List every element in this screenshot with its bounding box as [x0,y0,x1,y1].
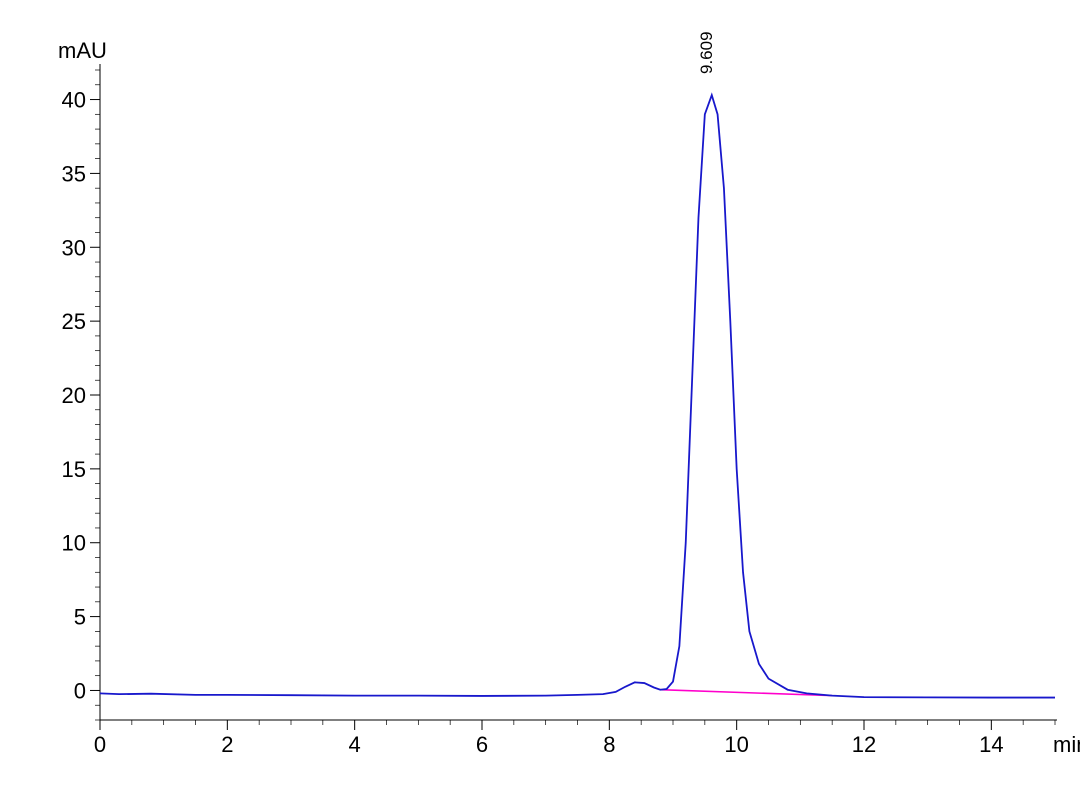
y-tick-label: 20 [62,383,86,408]
y-tick-label: 35 [62,161,86,186]
y-axis-label: mAU [58,38,107,63]
y-tick-label: 5 [74,605,86,630]
x-axis-label: min [1053,732,1080,757]
chromatogram-svg: 0 5 10 15 20 25 30 35 40 0 2 4 6 8 10 12 14 mAU min 9.609 [0,0,1080,792]
y-tick-label: 0 [74,678,86,703]
y-tick-label: 10 [62,531,86,556]
x-tick-label: 8 [603,732,615,757]
chromatogram-trace [100,95,1055,697]
x-tick-label: 10 [724,732,748,757]
x-tick-label: 6 [476,732,488,757]
y-tick-label: 25 [62,309,86,334]
y-tick-label: 15 [62,457,86,482]
y-tick-label: 30 [62,235,86,260]
x-tick-label: 0 [94,732,106,757]
x-tick-label: 4 [349,732,361,757]
chromatogram-chart: 0 5 10 15 20 25 30 35 40 0 2 4 6 8 10 12 14 mAU min 9.609 [0,0,1080,792]
peak-label: 9.609 [697,31,716,74]
y-tick-label: 40 [62,88,86,113]
x-tick-label: 14 [979,732,1003,757]
x-tick-label: 12 [852,732,876,757]
x-tick-label: 2 [221,732,233,757]
